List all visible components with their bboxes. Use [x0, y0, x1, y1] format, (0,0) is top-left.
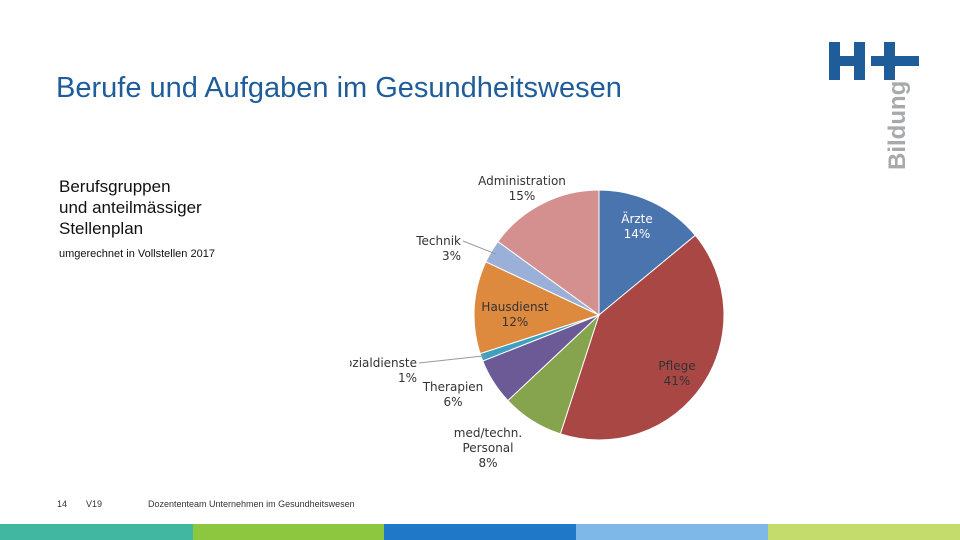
slice-label-3: Therapien 6%: [422, 380, 484, 409]
footer-text: Dozententeam Unternehmen im Gesundheitsw…: [148, 499, 355, 509]
logo-plus-horizontal: [871, 56, 919, 66]
subtitle-line-1: Berufsgruppen: [59, 177, 171, 196]
logo-wordmark: Bildung: [884, 81, 911, 170]
hplus-bildung-logo: Bildung: [829, 42, 919, 170]
subtitle-line-3: Stellenplan: [59, 219, 144, 238]
pie-slice--rzte: [598, 189, 697, 317]
page-number: 14: [57, 499, 68, 509]
pie-slice-pflege: [559, 234, 725, 441]
slice-label-7: Administration 15%: [478, 174, 566, 203]
pie-slice-hausdienst: [473, 261, 601, 355]
chart-note: umgerechnet in Vollstellen 2017: [59, 248, 215, 260]
bar-segment-4: [576, 524, 768, 540]
slice-label-4: Sozialdienste1%: [350, 356, 417, 385]
bottom-color-bar: [0, 524, 960, 540]
page-title: Berufe und Aufgaben im Gesundheitswesen: [56, 72, 622, 104]
leader-line-4: [418, 355, 487, 364]
pie-chart: Ärzte 14% Pflege 41% med/techn. Personal 8% The…: [350, 174, 725, 470]
bar-segment-1: [0, 524, 193, 540]
chart-subtitle: Berufsgruppen und anteilmässiger Stellen…: [59, 176, 202, 239]
slice-label-0: Ärzte 14%: [621, 211, 653, 241]
slice-label-5: Hausdienst 12%: [481, 300, 548, 329]
h-plus-mark: [829, 42, 919, 80]
version-label: V19: [86, 499, 103, 509]
slice-label-2: med/techn. Personal 8%: [454, 426, 522, 470]
slice-label-6: Technik 3%: [415, 234, 461, 263]
subtitle-line-2: und anteilmässiger: [59, 198, 202, 217]
logo-h-bar: [829, 56, 865, 66]
leader-line-6: [462, 240, 496, 255]
bar-segment-3: [384, 524, 576, 540]
slice-label-1: Pflege 41%: [658, 359, 695, 388]
bar-segment-2: [193, 524, 384, 540]
pie-slice-administration: [497, 189, 600, 316]
bar-segment-5: [768, 524, 960, 540]
